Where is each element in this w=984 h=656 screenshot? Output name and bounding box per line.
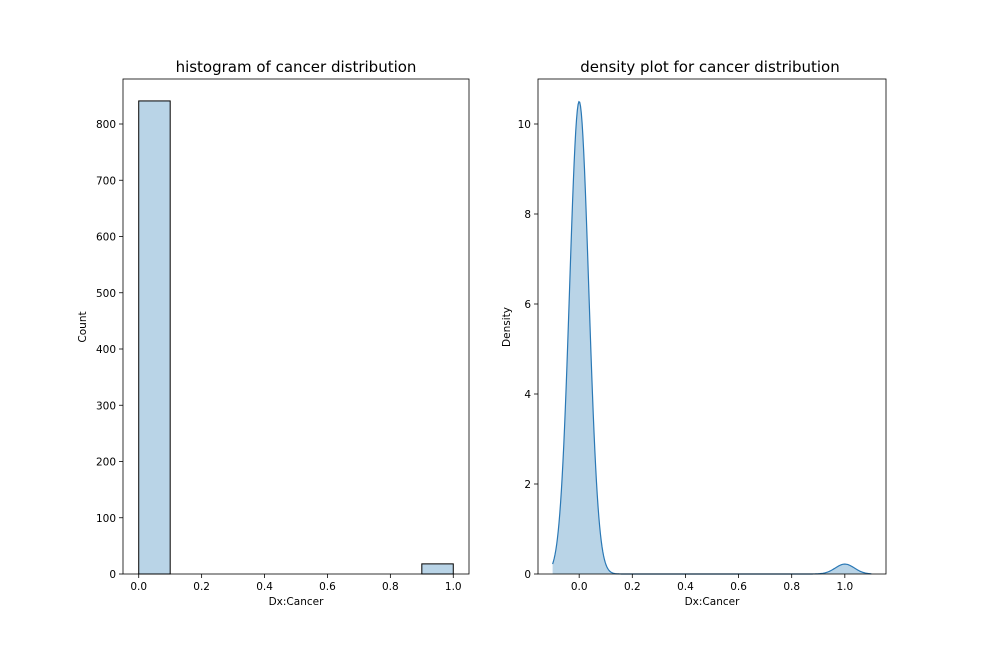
density-x-tick-label: 0.6 (730, 581, 747, 593)
histogram-panel: histogram of cancer distribution 0.0 0.2 0… (77, 58, 470, 608)
density-x-tick-label: 0.4 (677, 581, 694, 593)
density-x-axis-label: Dx:Cancer (685, 596, 740, 608)
density-y-tick-label: 0 (524, 569, 531, 581)
histogram-y-tick-label: 200 (96, 457, 116, 469)
density-x-ticks: 0.0 0.2 0.4 0.6 0.8 1.0 (571, 574, 853, 593)
density-x-tick-label: 1.0 (836, 581, 853, 593)
density-panel: density plot for cancer distribution 0.0… (501, 58, 887, 608)
density-y-ticks: 0 2 4 6 8 10 (518, 119, 538, 581)
histogram-y-tick-label: 800 (96, 119, 116, 131)
histogram-title: histogram of cancer distribution (176, 58, 417, 76)
density-title: density plot for cancer distribution (580, 58, 840, 76)
histogram-bar (421, 563, 454, 575)
histogram-bar (138, 100, 171, 575)
histogram-x-tick-label: 1.0 (445, 581, 462, 593)
histogram-x-tick-label: 0.4 (256, 581, 273, 593)
histogram-y-tick-label: 300 (96, 400, 116, 412)
density-axes-frame (537, 78, 887, 575)
histogram-x-tick-label: 0.0 (130, 581, 147, 593)
histogram-axes-frame (122, 78, 470, 575)
density-y-tick-label: 2 (524, 479, 531, 491)
histogram-x-tick-label: 0.8 (382, 581, 399, 593)
histogram-y-ticks: 0 100 200 300 400 500 600 700 800 (96, 119, 123, 581)
density-area (552, 101, 872, 575)
density-x-tick-label: 0.8 (783, 581, 800, 593)
histogram-y-tick-label: 500 (96, 288, 116, 300)
histogram-y-tick-label: 100 (96, 513, 116, 525)
histogram-x-tick-label: 0.2 (193, 581, 210, 593)
histogram-bars (138, 100, 454, 575)
density-y-tick-label: 8 (524, 209, 531, 221)
histogram-y-axis-label: Count (77, 311, 89, 342)
density-y-axis-label: Density (501, 307, 513, 347)
density-y-tick-label: 4 (524, 389, 531, 401)
histogram-y-tick-label: 400 (96, 344, 116, 356)
histogram-y-tick-label: 600 (96, 232, 116, 244)
histogram-x-axis-label: Dx:Cancer (269, 596, 324, 608)
histogram-x-ticks: 0.0 0.2 0.4 0.6 0.8 1.0 (130, 574, 462, 593)
density-y-tick-label: 10 (518, 119, 531, 131)
density-y-tick-label: 6 (524, 299, 531, 311)
density-x-tick-label: 0.2 (624, 581, 641, 593)
histogram-y-tick-label: 0 (109, 569, 116, 581)
density-x-tick-label: 0.0 (571, 581, 588, 593)
histogram-x-tick-label: 0.6 (319, 581, 336, 593)
histogram-y-tick-label: 700 (96, 175, 116, 187)
density-line (552, 100, 872, 575)
